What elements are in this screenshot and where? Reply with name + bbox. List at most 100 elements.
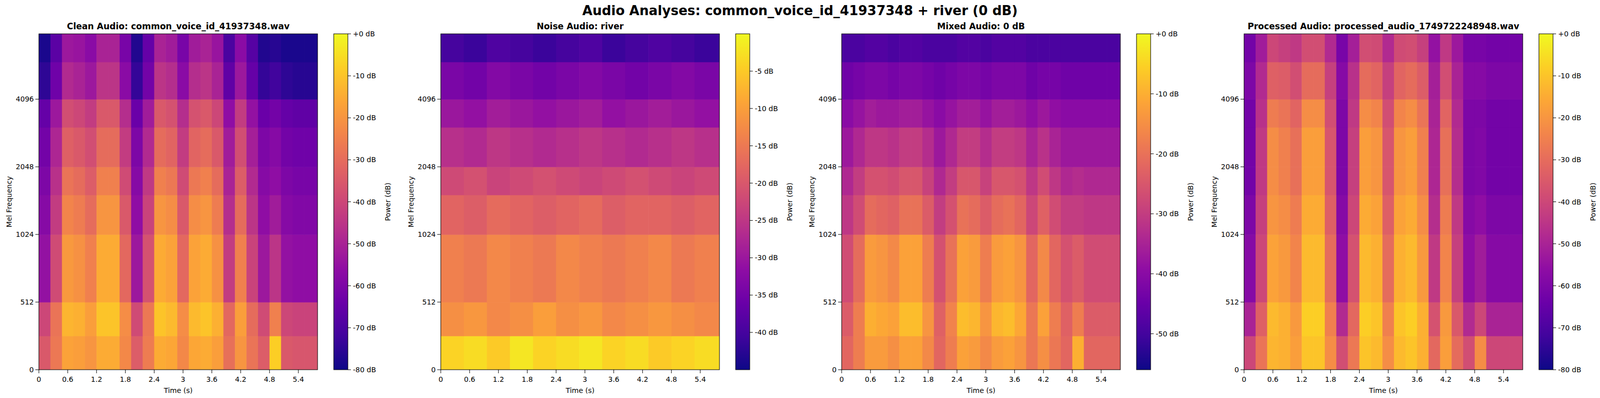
cell — [292, 127, 305, 168]
x-tick-label: 0 — [1242, 375, 1247, 384]
cell — [1255, 301, 1268, 337]
cell — [269, 194, 282, 235]
cell — [153, 301, 166, 337]
x-tick — [125, 369, 126, 374]
x-tick-label: 0.6 — [1267, 375, 1279, 384]
y-tick-label: 2048 — [818, 162, 837, 171]
cell — [887, 166, 900, 195]
cell — [899, 98, 911, 128]
cell — [841, 127, 854, 168]
cell — [1451, 33, 1464, 63]
x-tick — [1387, 369, 1389, 374]
cell — [223, 335, 235, 370]
cell — [864, 194, 877, 235]
colorbar-tick-label: -30 dB — [1558, 155, 1582, 164]
cell — [73, 301, 86, 337]
cell — [212, 127, 224, 168]
cell — [1370, 166, 1383, 195]
cell — [96, 33, 109, 63]
x-tick-label: 1.8 — [922, 375, 934, 384]
cell — [1289, 33, 1302, 63]
cell — [1106, 166, 1121, 195]
colorbar-tick — [1150, 213, 1154, 215]
cell — [50, 234, 63, 303]
cell — [1463, 301, 1475, 337]
cell — [463, 194, 488, 235]
cell — [625, 166, 649, 195]
cell — [1301, 62, 1314, 100]
cell — [131, 98, 143, 128]
cell — [257, 301, 270, 337]
cell — [108, 166, 120, 195]
cell — [910, 301, 923, 337]
colorbar-tick-label: -10 dB — [1558, 71, 1582, 80]
cell — [281, 335, 293, 370]
x-tick-label: 1.2 — [492, 375, 504, 384]
cell — [246, 98, 258, 128]
cell — [1025, 335, 1038, 370]
y-tick — [437, 166, 441, 168]
panel: 00.61.21.82.433.64.24.85.405121024204840… — [807, 21, 1195, 395]
cell — [533, 194, 557, 235]
cell — [1486, 335, 1499, 370]
cell — [579, 234, 603, 303]
cell — [853, 62, 865, 100]
y-tick — [437, 234, 441, 235]
cell — [257, 127, 270, 168]
cell — [1095, 62, 1108, 100]
cell — [910, 194, 923, 235]
cell — [1106, 301, 1121, 337]
cell — [119, 166, 132, 195]
cell — [1417, 62, 1429, 100]
cell — [1060, 98, 1073, 128]
cell — [1463, 166, 1475, 195]
cell — [1382, 33, 1395, 63]
cell — [84, 127, 97, 168]
cell — [1498, 127, 1510, 168]
cell — [119, 335, 132, 370]
y-axis-label: Mel Frequency — [406, 176, 416, 228]
x-tick-label: 0 — [438, 375, 444, 384]
cell — [533, 62, 557, 100]
cell — [1348, 33, 1360, 63]
cell — [1370, 335, 1383, 370]
cell — [1486, 33, 1499, 63]
colorbar — [333, 33, 348, 370]
cell — [876, 62, 889, 100]
cell — [1474, 335, 1487, 370]
cell — [246, 194, 258, 235]
cell — [1060, 62, 1073, 100]
cell — [131, 166, 143, 195]
cell — [292, 335, 305, 370]
cell — [1451, 166, 1464, 195]
x-tick — [642, 369, 643, 374]
cell — [1474, 194, 1487, 235]
cell — [648, 166, 672, 195]
cell — [246, 335, 258, 370]
cell — [1267, 127, 1279, 168]
cell — [62, 166, 74, 195]
cell — [910, 335, 923, 370]
cell — [876, 33, 889, 63]
cell — [648, 194, 672, 235]
cell — [1428, 301, 1440, 337]
cell — [625, 335, 649, 370]
cell — [648, 33, 672, 63]
cell — [257, 335, 270, 370]
cell — [602, 127, 626, 168]
cell — [292, 33, 305, 63]
cell — [1072, 166, 1085, 195]
cell — [188, 127, 201, 168]
cell — [1301, 301, 1314, 337]
cell — [1417, 33, 1429, 63]
cell — [1324, 194, 1337, 235]
cell — [1072, 98, 1085, 128]
cell — [876, 301, 889, 337]
cell — [1463, 127, 1475, 168]
x-tick — [985, 369, 987, 374]
cell — [864, 98, 877, 128]
cell — [956, 62, 969, 100]
cells — [841, 33, 1121, 370]
cell — [956, 234, 969, 303]
cell — [108, 98, 120, 128]
